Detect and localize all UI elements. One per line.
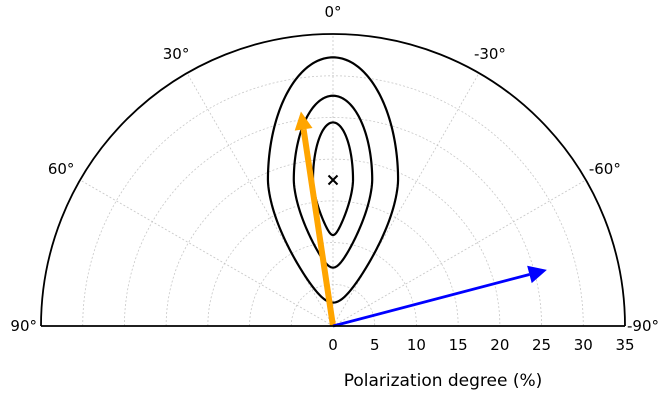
grid-spoke <box>186 72 334 327</box>
confidence-contours <box>266 56 400 304</box>
angle-label: 30° <box>163 45 190 63</box>
arrow-head <box>527 265 547 284</box>
contour-level-1 <box>311 121 355 237</box>
arrow-head <box>294 111 313 131</box>
angle-label: -60° <box>589 160 621 178</box>
grid-spoke <box>79 179 334 327</box>
angle-label: -90° <box>627 317 659 335</box>
radial-tick-label: 0 <box>328 336 338 354</box>
outer-arc <box>40 33 626 327</box>
radial-tick-labels: 0 5 10 15 20 25 30 35 <box>328 336 634 354</box>
radial-tick-label: 5 <box>370 336 380 354</box>
best-fit-x-mark <box>327 174 339 186</box>
x-axis-title: Polarization degree (%) <box>344 371 543 391</box>
best-fit-marker <box>327 174 339 186</box>
radial-tick-label: 30 <box>574 336 593 354</box>
contour-level-3 <box>266 56 400 304</box>
radial-tick-label: 15 <box>449 336 468 354</box>
angle-label: 0° <box>324 3 341 21</box>
grid-spoke <box>332 72 480 327</box>
polarization-arrows <box>294 111 547 328</box>
grid-ring <box>82 75 584 327</box>
grid-spoke <box>332 179 587 327</box>
arrow-shaft <box>300 128 336 327</box>
radial-tick-label: 35 <box>615 336 634 354</box>
grid-ring <box>124 117 542 327</box>
radial-tick-label: 25 <box>532 336 551 354</box>
contour-level-2 <box>292 94 374 269</box>
grid-ring <box>165 158 501 327</box>
polar-grid <box>79 34 587 327</box>
radial-tick-label: 10 <box>407 336 426 354</box>
angle-label: 60° <box>48 160 75 178</box>
arrow-shaft <box>332 273 530 328</box>
radial-tick-label: 20 <box>490 336 509 354</box>
angle-label: -30° <box>474 45 506 63</box>
angle-label: 90° <box>10 317 37 335</box>
angle-labels: 0° 30° -30° 60° -60° 90° -90° <box>10 3 659 335</box>
polar-frame <box>40 33 626 327</box>
